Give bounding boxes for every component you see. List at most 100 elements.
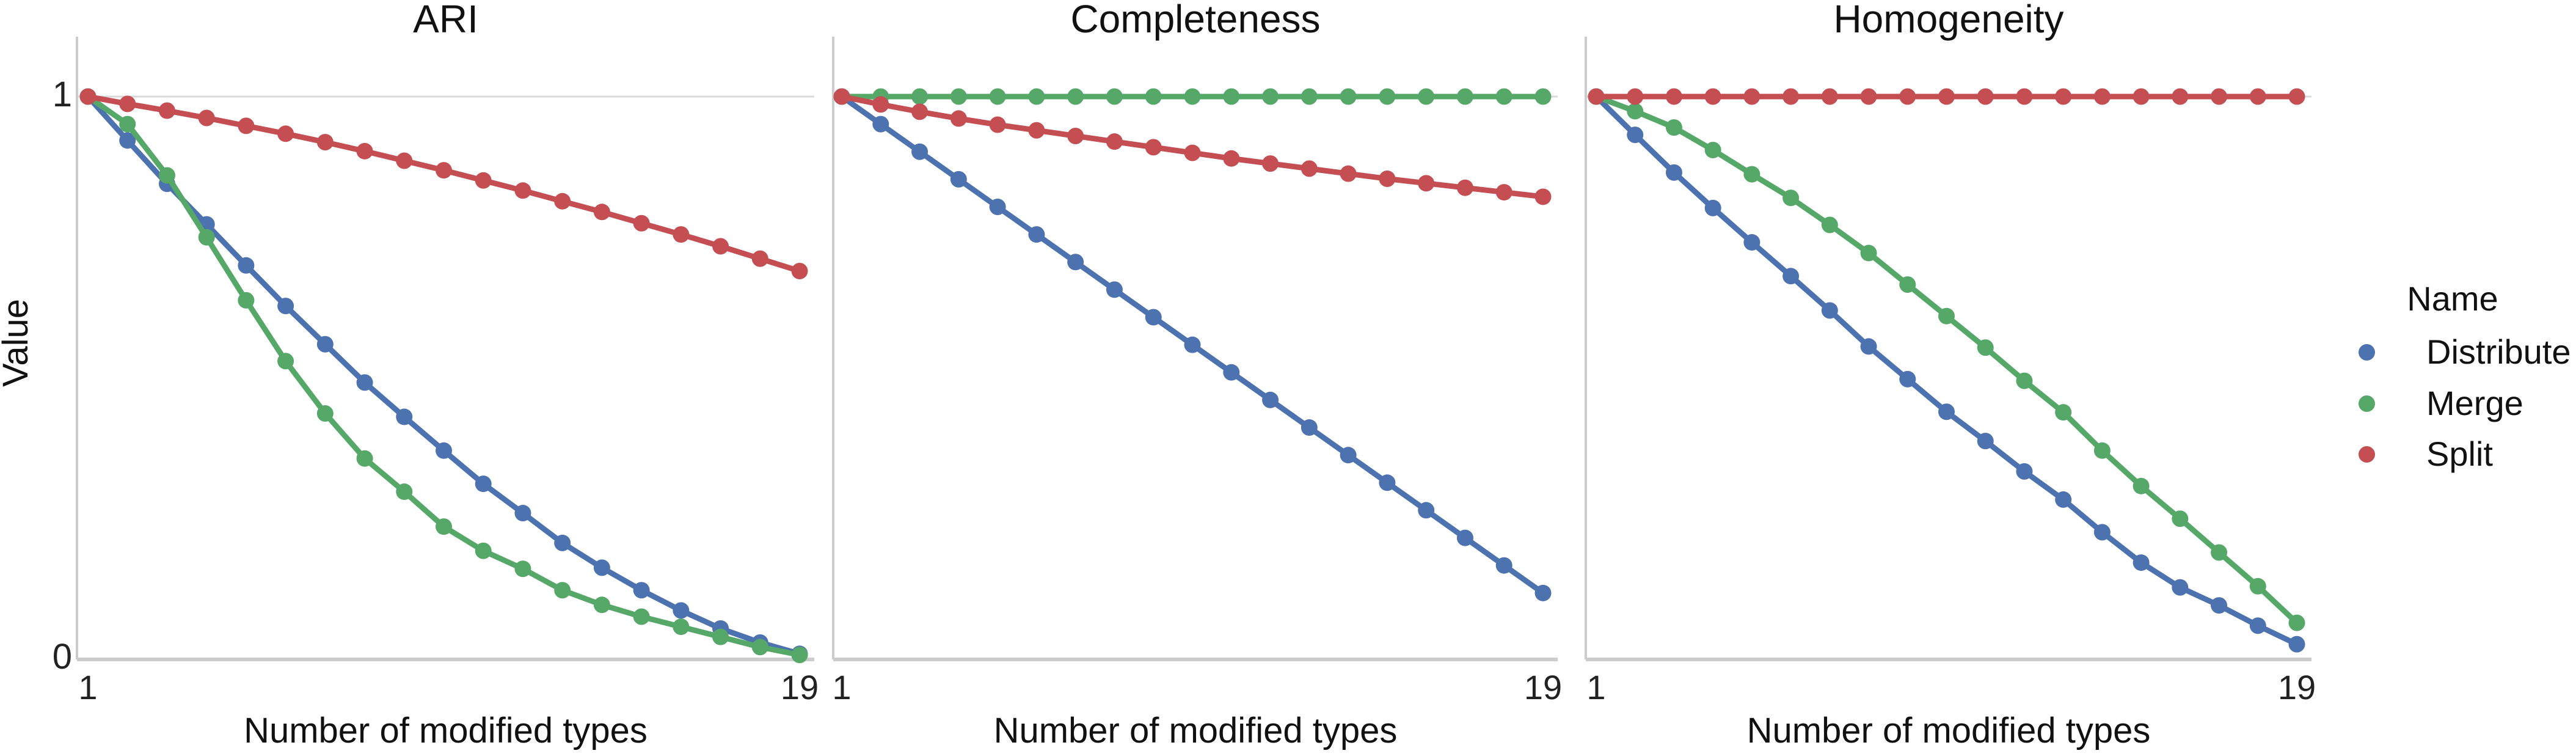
data-point — [2093, 524, 2111, 541]
data-point — [1106, 133, 1123, 150]
x-tick-max-completeness: 19 — [1523, 668, 1563, 706]
data-point — [1067, 127, 1084, 144]
data-point — [198, 109, 215, 127]
data-point — [1456, 179, 1473, 196]
data-point — [1028, 226, 1045, 243]
data-point — [989, 88, 1006, 105]
data-point — [2288, 614, 2305, 631]
panel-homogeneity — [1585, 37, 2311, 661]
data-point — [593, 204, 610, 221]
data-point — [1145, 139, 1162, 156]
data-point — [514, 560, 531, 578]
data-point — [119, 95, 136, 112]
data-point — [238, 257, 255, 274]
data-point — [673, 618, 690, 636]
data-point — [1301, 88, 1318, 105]
data-point — [593, 596, 610, 614]
data-point — [1184, 336, 1201, 353]
data-point — [514, 505, 531, 522]
data-point — [911, 103, 929, 120]
y-axis-label: Value — [0, 298, 35, 387]
ari-split-points — [79, 88, 808, 280]
data-point — [1495, 557, 1512, 574]
data-point — [1665, 88, 1682, 105]
data-point — [2016, 463, 2033, 480]
data-point — [1534, 88, 1552, 105]
data-point — [356, 374, 373, 391]
data-point — [1145, 309, 1162, 326]
y-tick-0: 0 — [52, 637, 72, 677]
data-point — [1456, 88, 1473, 105]
x-axis-label-completeness: Number of modified types — [993, 711, 1398, 750]
data-point — [1301, 160, 1318, 177]
panel-completeness — [832, 37, 1558, 661]
panel-title-homogeneity: Homogeneity — [1833, 0, 2064, 41]
x-tick-max-ari: 19 — [780, 668, 819, 706]
data-point — [1977, 433, 1994, 450]
data-point — [950, 110, 967, 127]
data-point — [1223, 88, 1240, 105]
data-point — [2172, 510, 2189, 527]
data-point — [475, 542, 492, 559]
data-point — [1106, 88, 1123, 105]
data-point — [514, 182, 531, 199]
data-point — [1067, 88, 1084, 105]
data-point — [1899, 88, 1916, 105]
homogeneity-merge-line — [1593, 94, 2300, 626]
data-point — [1743, 234, 1761, 251]
data-point — [1938, 307, 1955, 325]
data-point — [633, 608, 650, 625]
data-point — [554, 582, 571, 599]
split-swatch-icon — [2359, 446, 2375, 463]
data-point — [436, 518, 452, 535]
data-point — [791, 647, 808, 664]
data-point — [554, 534, 571, 551]
data-point — [1106, 281, 1123, 298]
data-point — [950, 88, 967, 105]
data-point — [1821, 216, 1838, 233]
data-point — [316, 134, 334, 151]
data-point — [1821, 302, 1838, 319]
data-point — [1743, 166, 1761, 183]
data-point — [1223, 364, 1240, 381]
panel-title-ari: ARI — [413, 0, 478, 41]
data-point — [436, 162, 452, 179]
data-point — [2133, 554, 2150, 571]
data-point — [2055, 404, 2072, 421]
data-point — [1456, 529, 1473, 546]
data-point — [911, 88, 929, 105]
data-point — [1821, 88, 1838, 105]
data-point — [2093, 88, 2111, 105]
data-point — [1379, 88, 1396, 105]
data-point — [872, 96, 889, 113]
completeness-split-points — [833, 88, 1552, 205]
data-point — [1028, 88, 1045, 105]
homogeneity-distribute-points — [1588, 88, 2305, 653]
data-point — [1145, 88, 1162, 105]
completeness-distribute-points — [833, 88, 1552, 601]
legend-item-distribute: Distribute — [2359, 332, 2571, 372]
data-point — [872, 116, 889, 133]
data-point — [1301, 419, 1318, 436]
data-point — [2016, 88, 2033, 105]
homogeneity-distribute-line — [1593, 94, 2300, 647]
data-point — [2133, 477, 2150, 494]
legend-title: Name — [2407, 279, 2498, 318]
data-point — [2055, 491, 2072, 508]
data-point — [1665, 164, 1682, 181]
data-point — [1262, 391, 1279, 408]
distribute-swatch-icon — [2359, 343, 2375, 361]
data-point — [1495, 184, 1512, 201]
data-point — [1184, 88, 1201, 105]
data-point — [2055, 88, 2072, 105]
data-point — [751, 639, 768, 656]
homogeneity-split-points — [1588, 88, 2305, 105]
data-point — [79, 88, 97, 105]
data-point — [1860, 244, 1877, 262]
y-tick-1: 1 — [52, 75, 72, 114]
x-tick-min-homogeneity: 1 — [1586, 668, 1606, 706]
data-point — [712, 238, 729, 255]
data-point — [791, 263, 808, 280]
panel-title-completeness: Completeness — [1070, 0, 1321, 41]
data-point — [316, 405, 334, 422]
